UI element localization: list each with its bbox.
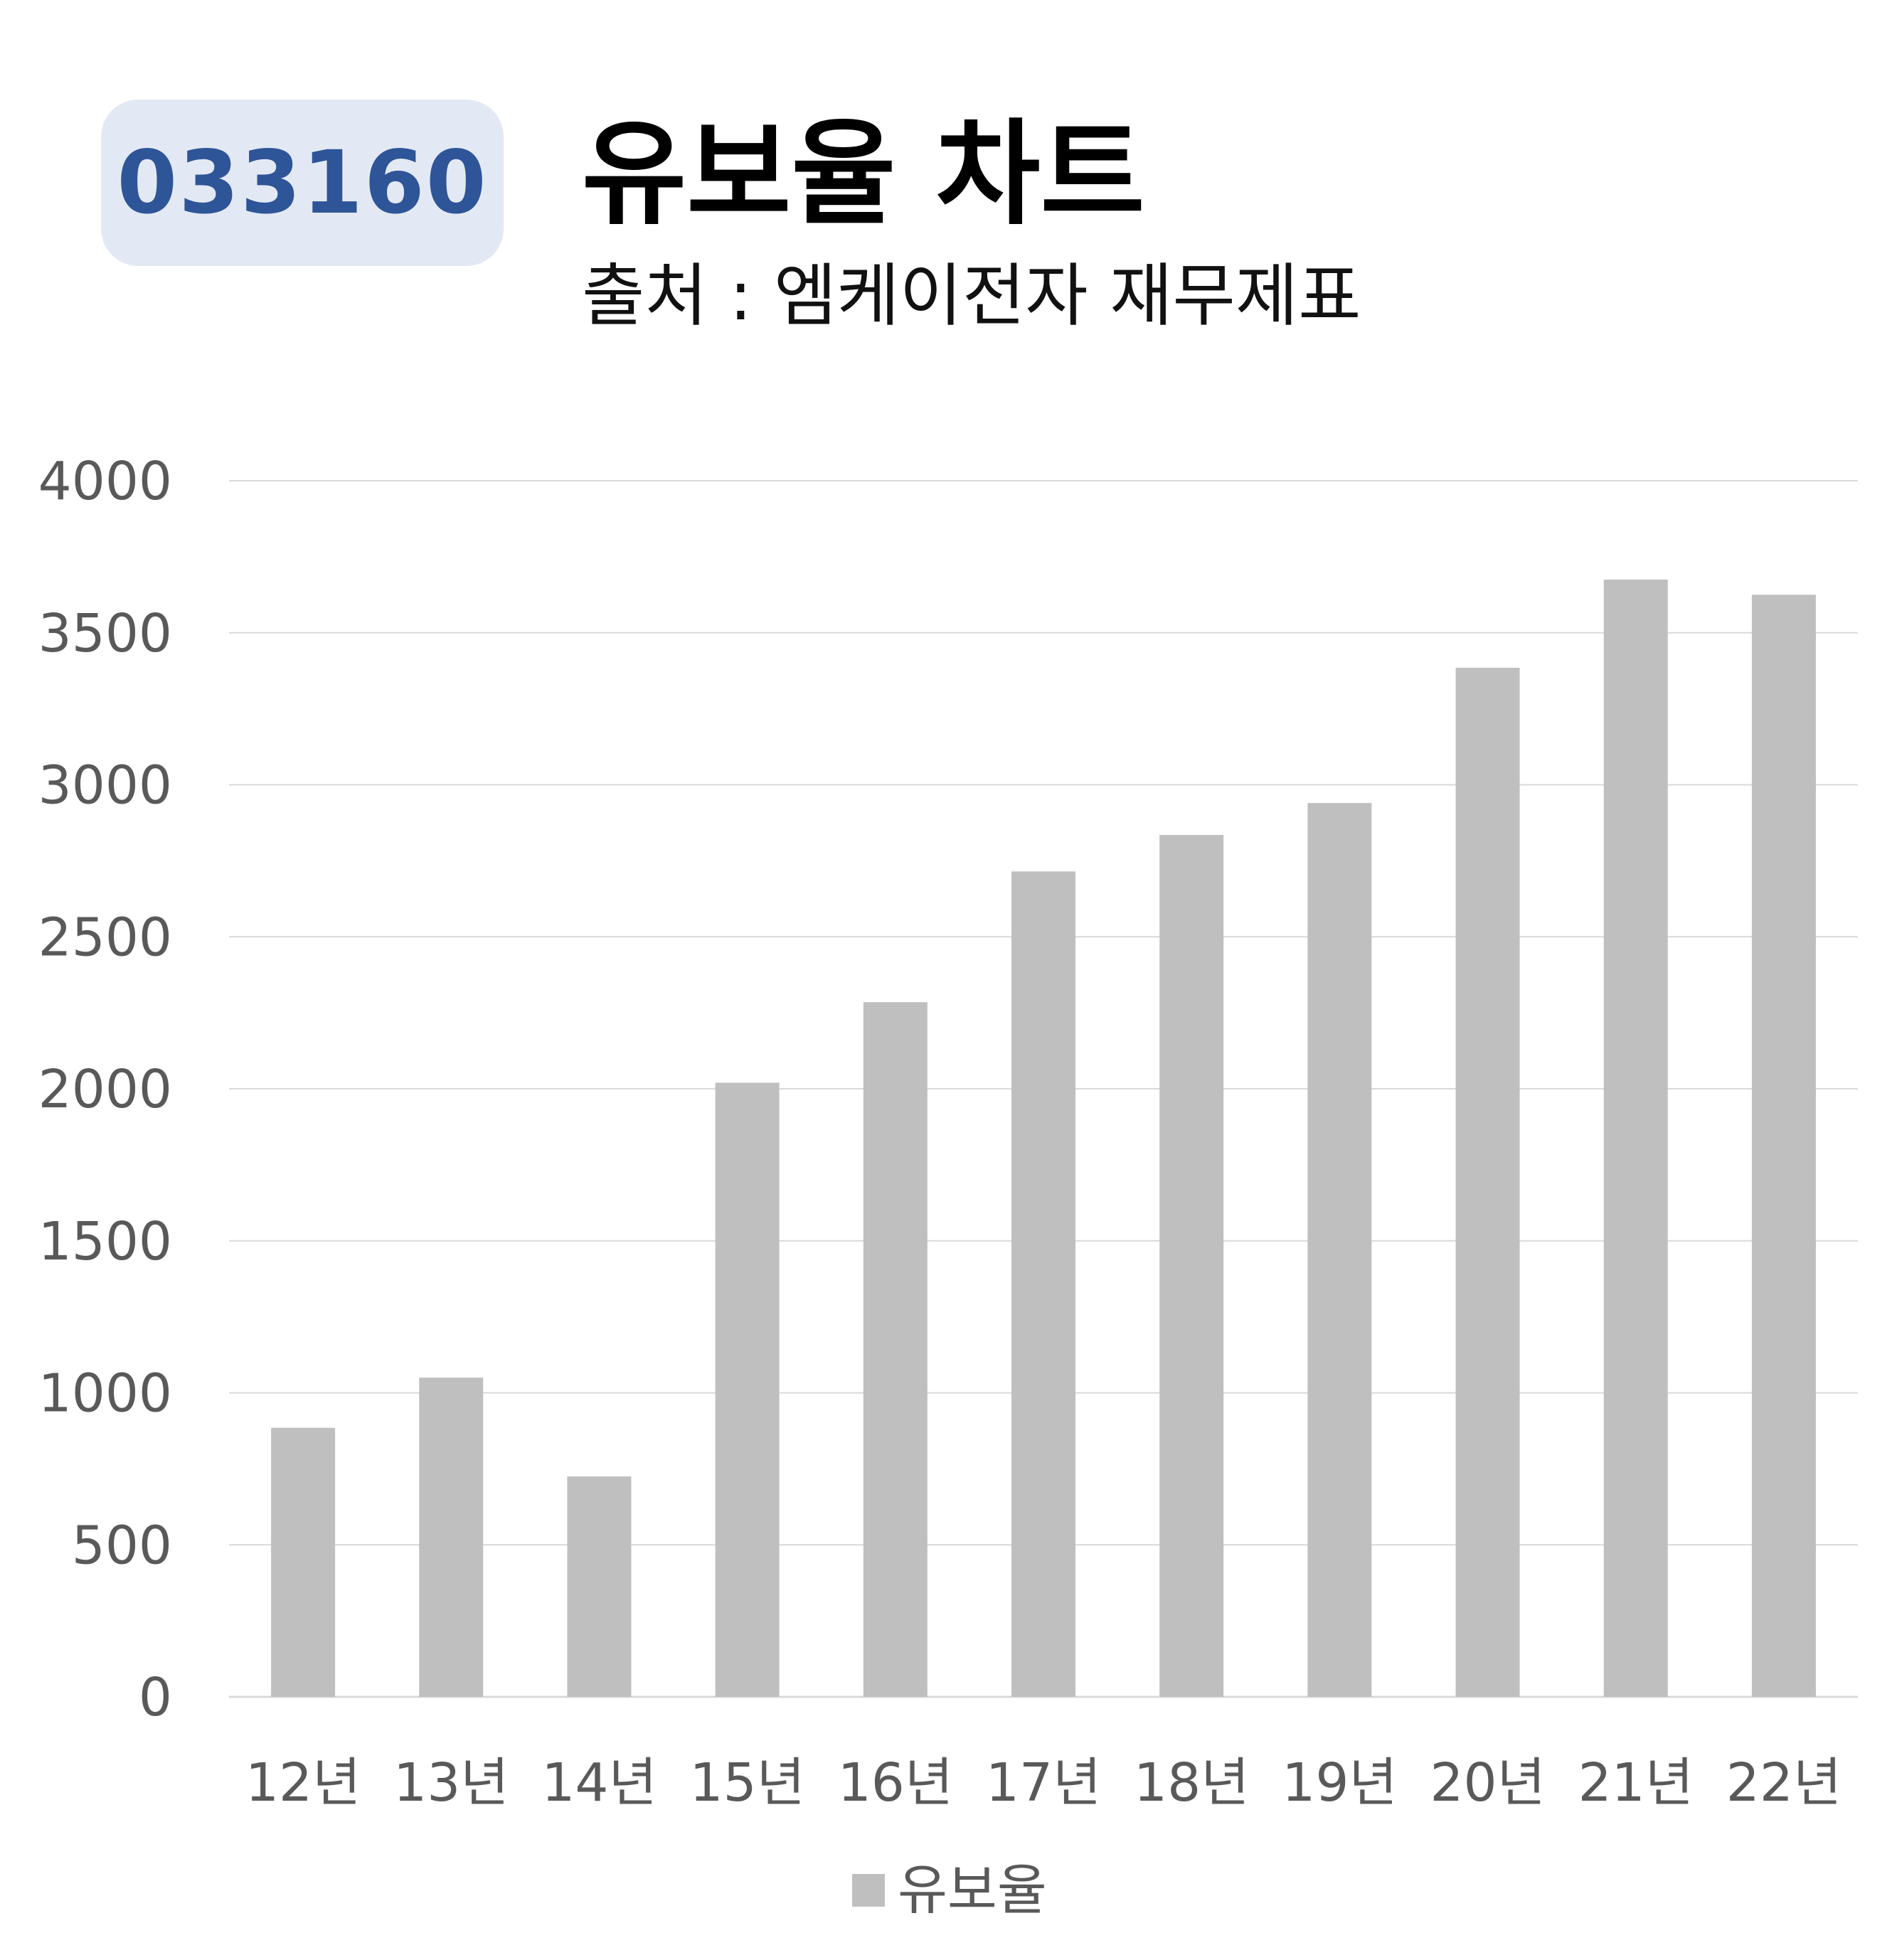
x-tick-label: 16년 — [838, 1752, 953, 1813]
bar — [419, 1378, 484, 1697]
y-tick-label: 2000 — [38, 1059, 172, 1120]
bar — [1307, 803, 1372, 1697]
bar — [1455, 667, 1520, 1697]
y-tick-label: 1500 — [38, 1211, 172, 1272]
y-tick-label: 2500 — [38, 907, 172, 968]
y-tick-label: 3500 — [38, 603, 172, 664]
x-tick-label: 17년 — [986, 1752, 1101, 1813]
x-tick-label: 22년 — [1726, 1752, 1842, 1813]
y-tick-label: 500 — [72, 1515, 172, 1576]
x-tick-label: 21년 — [1578, 1752, 1694, 1813]
chart-subtitle: 출처 : 엠케이전자 재무제표 — [582, 256, 1361, 336]
bar — [863, 1002, 928, 1697]
legend: 유보율 — [852, 1863, 1047, 1917]
stock-code-badge: 033160 — [101, 100, 504, 266]
x-tick-label: 18년 — [1134, 1752, 1249, 1813]
x-tick-label: 12년 — [245, 1752, 361, 1813]
y-tick-label: 0 — [139, 1667, 172, 1728]
bar-chart: 0 500 1000 1500 2000 2500 3000 3500 4000 12년 13년 14… — [38, 451, 1858, 1813]
bar — [567, 1476, 632, 1697]
x-tick-label: 13년 — [393, 1752, 509, 1813]
bar — [1159, 835, 1224, 1697]
x-tick-label: 19년 — [1282, 1752, 1397, 1813]
bar — [1751, 595, 1816, 1697]
chart-title: 유보율 차트 — [582, 107, 1145, 240]
x-tick-label: 15년 — [690, 1752, 805, 1813]
x-tick-label: 20년 — [1430, 1752, 1545, 1813]
stock-code: 033160 — [117, 132, 488, 233]
bar — [715, 1082, 780, 1697]
y-tick-label: 3000 — [38, 755, 172, 816]
legend-label: 유보율 — [898, 1858, 1047, 1922]
bar — [1603, 579, 1668, 1697]
bar — [271, 1427, 336, 1697]
legend-swatch — [852, 1874, 885, 1907]
bar — [1011, 871, 1075, 1697]
y-tick-label: 1000 — [38, 1363, 172, 1424]
x-tick-label: 14년 — [541, 1752, 657, 1813]
y-tick-label: 4000 — [38, 451, 172, 512]
